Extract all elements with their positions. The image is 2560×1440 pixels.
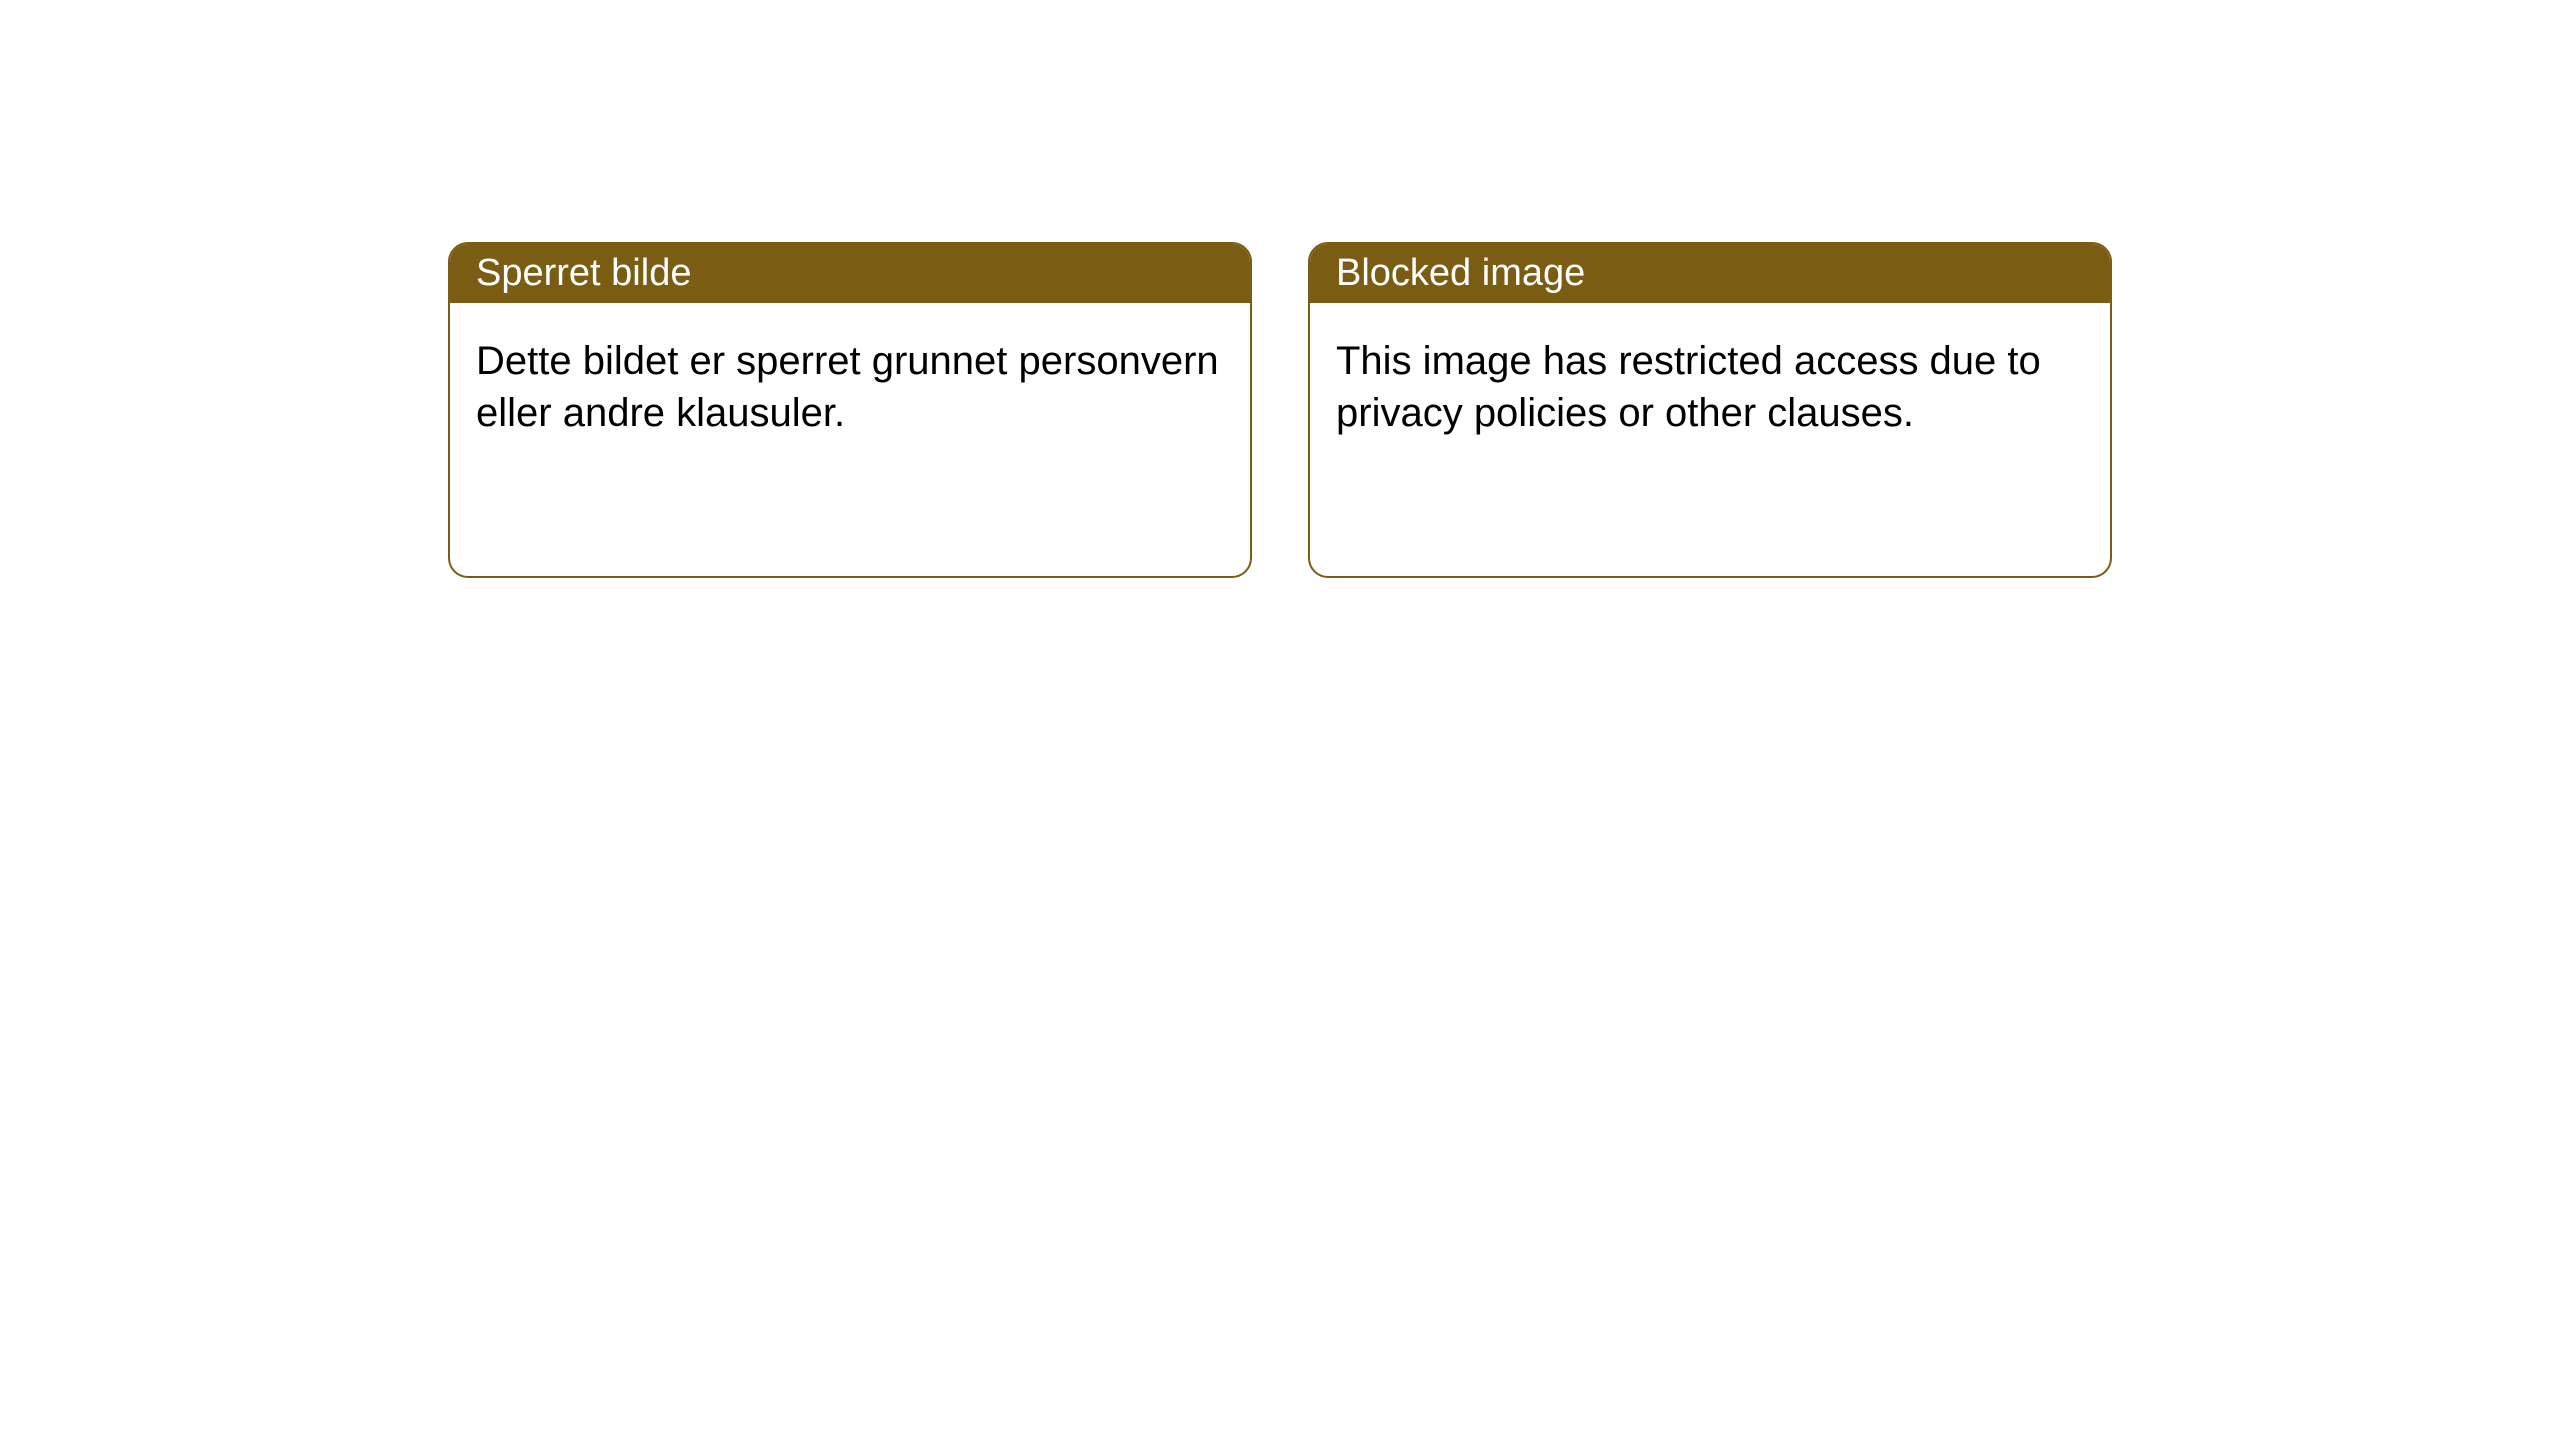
card-header: Blocked image [1310, 244, 2110, 303]
card-body-text: This image has restricted access due to … [1310, 303, 2110, 471]
notice-card-english: Blocked image This image has restricted … [1308, 242, 2112, 578]
notice-cards-container: Sperret bilde Dette bildet er sperret gr… [448, 242, 2560, 578]
card-header: Sperret bilde [450, 244, 1250, 303]
card-body-text: Dette bildet er sperret grunnet personve… [450, 303, 1250, 471]
notice-card-norwegian: Sperret bilde Dette bildet er sperret gr… [448, 242, 1252, 578]
